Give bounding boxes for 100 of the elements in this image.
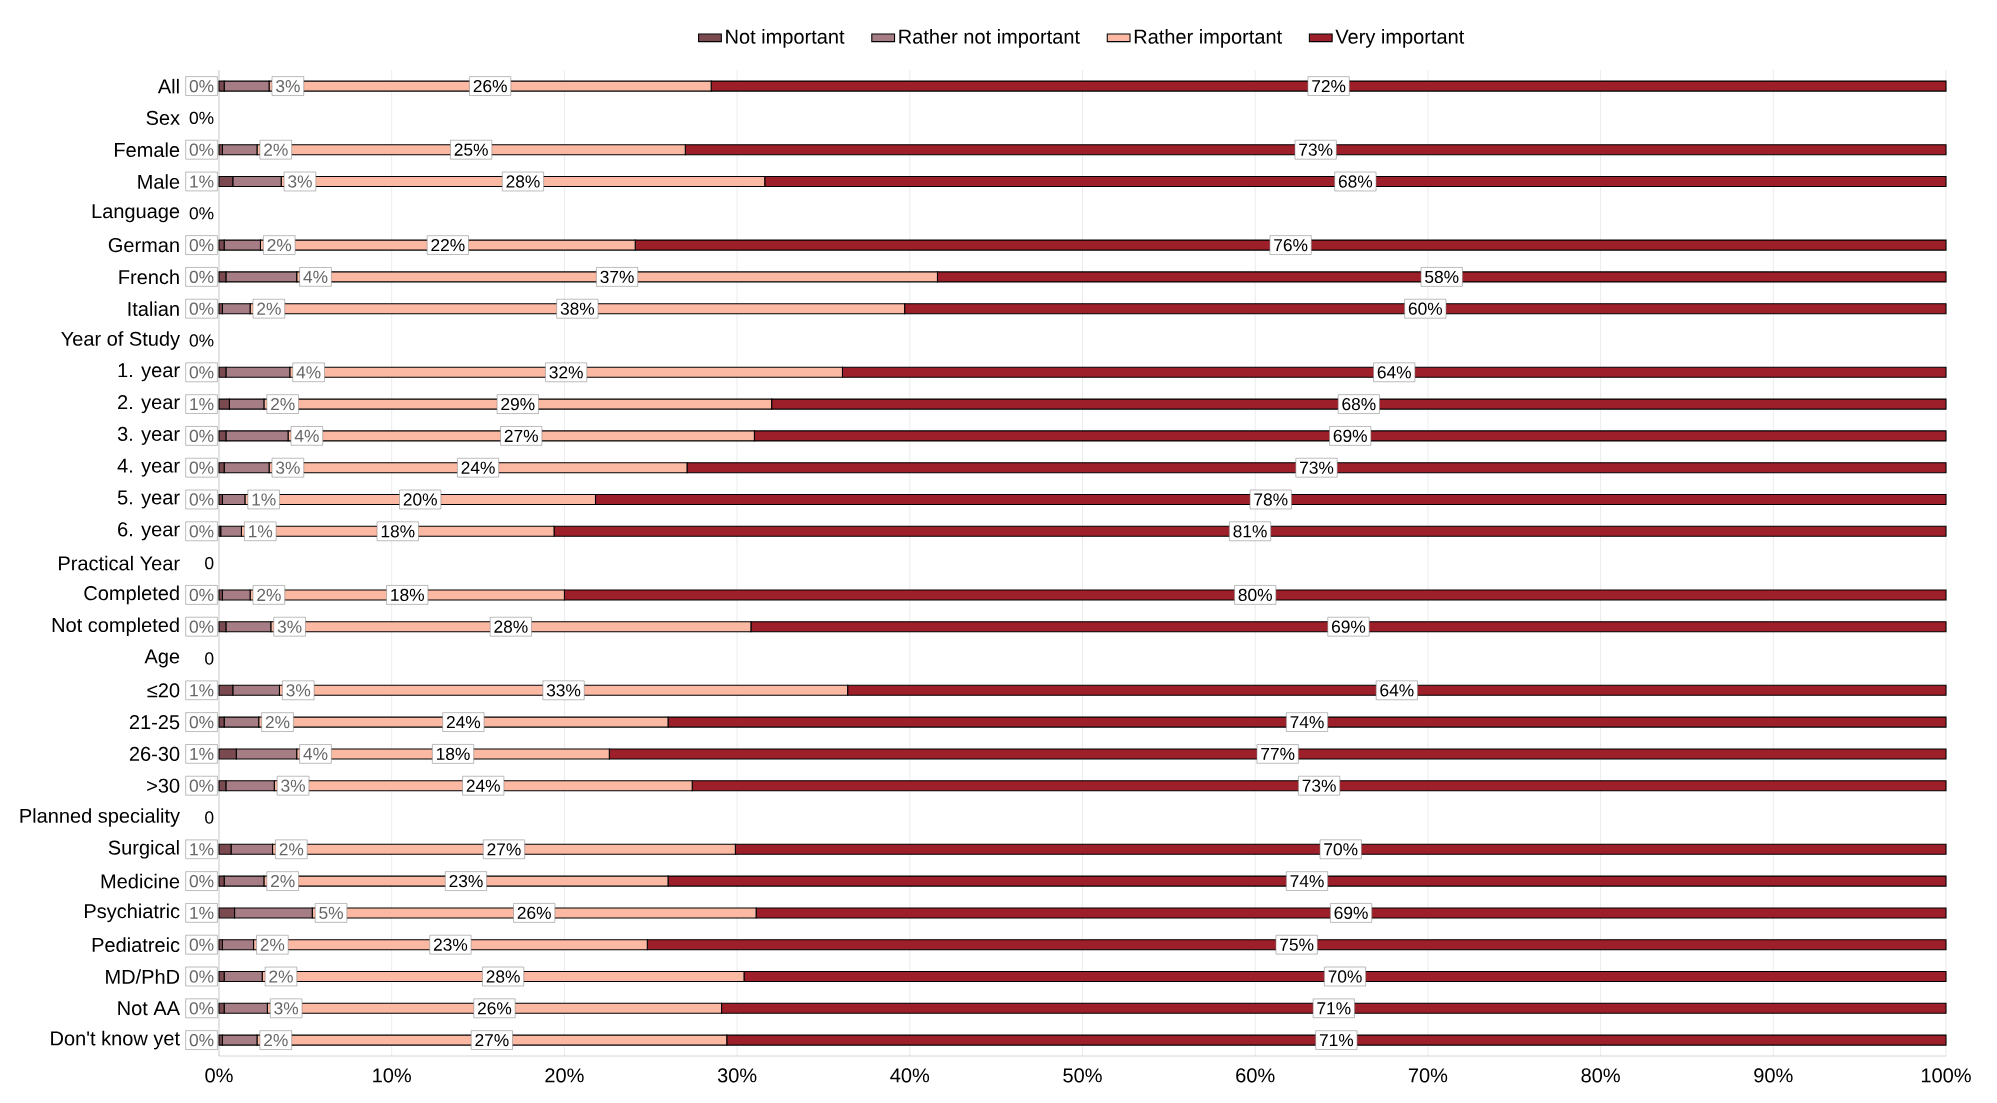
data-label: 26% — [473, 79, 507, 93]
y-tick-label: French — [119, 269, 179, 285]
data-label: 25% — [454, 143, 488, 156]
y-tick-label: Italian — [128, 301, 179, 317]
data-label: 26% — [517, 906, 551, 920]
data-label: 0 — [205, 652, 214, 665]
data-label: 0% — [189, 429, 214, 443]
data-label: 80% — [1238, 588, 1272, 602]
data-label: 2% — [257, 588, 281, 601]
x-tick-label: 40% — [890, 1068, 930, 1083]
data-label: 74% — [1290, 875, 1324, 888]
data-label: 24% — [446, 715, 481, 729]
data-label: 3% — [288, 175, 312, 188]
data-label: 28% — [486, 970, 520, 983]
data-label: 64% — [1377, 366, 1411, 379]
data-label: 69% — [1334, 906, 1368, 920]
y-tick-label: German — [108, 238, 179, 253]
data-label: 28% — [494, 620, 528, 633]
data-label: 68% — [1338, 175, 1373, 188]
data-label: 70% — [1328, 970, 1362, 983]
data-label: 0% — [189, 715, 214, 729]
data-label: 69% — [1332, 620, 1366, 633]
data-label: 71% — [1317, 1002, 1351, 1015]
data-label: 60% — [1408, 302, 1443, 315]
x-tick-label: 80% — [1581, 1068, 1620, 1083]
data-label: 0% — [189, 79, 214, 93]
data-label: 3% — [274, 1002, 299, 1015]
y-tick-label: Not AA — [118, 1001, 181, 1016]
data-label: 4% — [303, 270, 328, 283]
data-label: 29% — [501, 397, 535, 411]
y-tick-label: 26-30 — [129, 746, 180, 761]
data-label: 33% — [546, 684, 581, 697]
legend-label: Not important — [726, 29, 845, 48]
data-label: 22% — [431, 238, 465, 252]
y-tick-label: 6. year — [118, 522, 180, 541]
data-label: 18% — [381, 525, 415, 538]
data-label: 1% — [190, 906, 214, 919]
data-label: 0% — [189, 143, 214, 156]
x-tick-label: 90% — [1754, 1068, 1793, 1083]
data-label: 0% — [189, 270, 214, 284]
x-tick-label: 30% — [717, 1068, 757, 1083]
y-tick-label: 21-25 — [129, 715, 180, 730]
data-label: 0% — [189, 111, 214, 125]
data-label: 2% — [264, 1033, 288, 1047]
y-tick-label: Medicine — [101, 873, 180, 889]
x-tick-label: 20% — [545, 1068, 584, 1083]
data-label: 74% — [1290, 716, 1324, 729]
data-label: 24% — [461, 461, 495, 474]
data-label: 0% — [189, 493, 214, 506]
data-label: 69% — [1333, 429, 1367, 443]
data-label: 20% — [403, 493, 437, 506]
data-label: 24% — [466, 779, 500, 792]
y-tick-label: Don't know yet — [51, 1030, 180, 1050]
y-tick-label: MD/PhD — [106, 969, 180, 984]
data-label: 1% — [190, 175, 214, 188]
data-label: 0% — [189, 938, 214, 951]
data-label: 0% — [189, 1002, 214, 1015]
data-label: 0% — [189, 207, 214, 220]
y-tick-label: Practical Year — [59, 555, 180, 571]
data-label: 2% — [267, 238, 292, 252]
y-tick-label: All — [157, 78, 179, 94]
data-label: 1% — [190, 684, 214, 697]
data-label: 28% — [506, 175, 540, 188]
data-label: 1% — [190, 843, 214, 856]
data-label: 18% — [391, 588, 424, 602]
data-label: 0% — [189, 620, 214, 633]
data-label: 70% — [1324, 843, 1358, 856]
data-label: 18% — [436, 747, 470, 761]
y-tick-label: ≤20 — [147, 683, 180, 698]
data-label: 81% — [1233, 525, 1267, 538]
data-label: 26% — [477, 1002, 512, 1015]
data-label: 27% — [487, 843, 521, 856]
data-label: 58% — [1425, 270, 1459, 284]
data-label: 0% — [189, 461, 214, 474]
data-label: 0% — [189, 334, 214, 347]
legend-label: Very important — [1335, 29, 1465, 48]
data-label: 4% — [296, 366, 321, 379]
y-tick-label: 1. year — [118, 363, 180, 382]
data-label: 2% — [269, 970, 293, 983]
data-label: 0% — [189, 779, 214, 792]
data-label: 68% — [1342, 397, 1376, 411]
data-label: 23% — [433, 938, 468, 951]
data-label: 73% — [1300, 461, 1334, 474]
data-label: 4% — [303, 747, 328, 760]
data-label: 27% — [504, 429, 538, 442]
data-label: 2% — [265, 715, 290, 729]
data-label: 32% — [549, 366, 583, 379]
x-tick-label: 100% — [1921, 1068, 1971, 1083]
data-label: 0% — [189, 238, 214, 252]
data-label: 3% — [276, 461, 300, 474]
data-label: 3% — [276, 79, 300, 93]
data-label: 5% — [319, 906, 343, 919]
x-tick-label: 70% — [1408, 1068, 1448, 1083]
data-label: 3% — [281, 779, 305, 792]
data-label: 73% — [1302, 779, 1336, 792]
y-tick-label: Pediatreic — [92, 937, 180, 953]
data-label: 2% — [257, 302, 281, 315]
data-label: 0% — [189, 874, 214, 888]
data-label: 0% — [189, 525, 214, 538]
data-label: 2% — [279, 843, 304, 856]
